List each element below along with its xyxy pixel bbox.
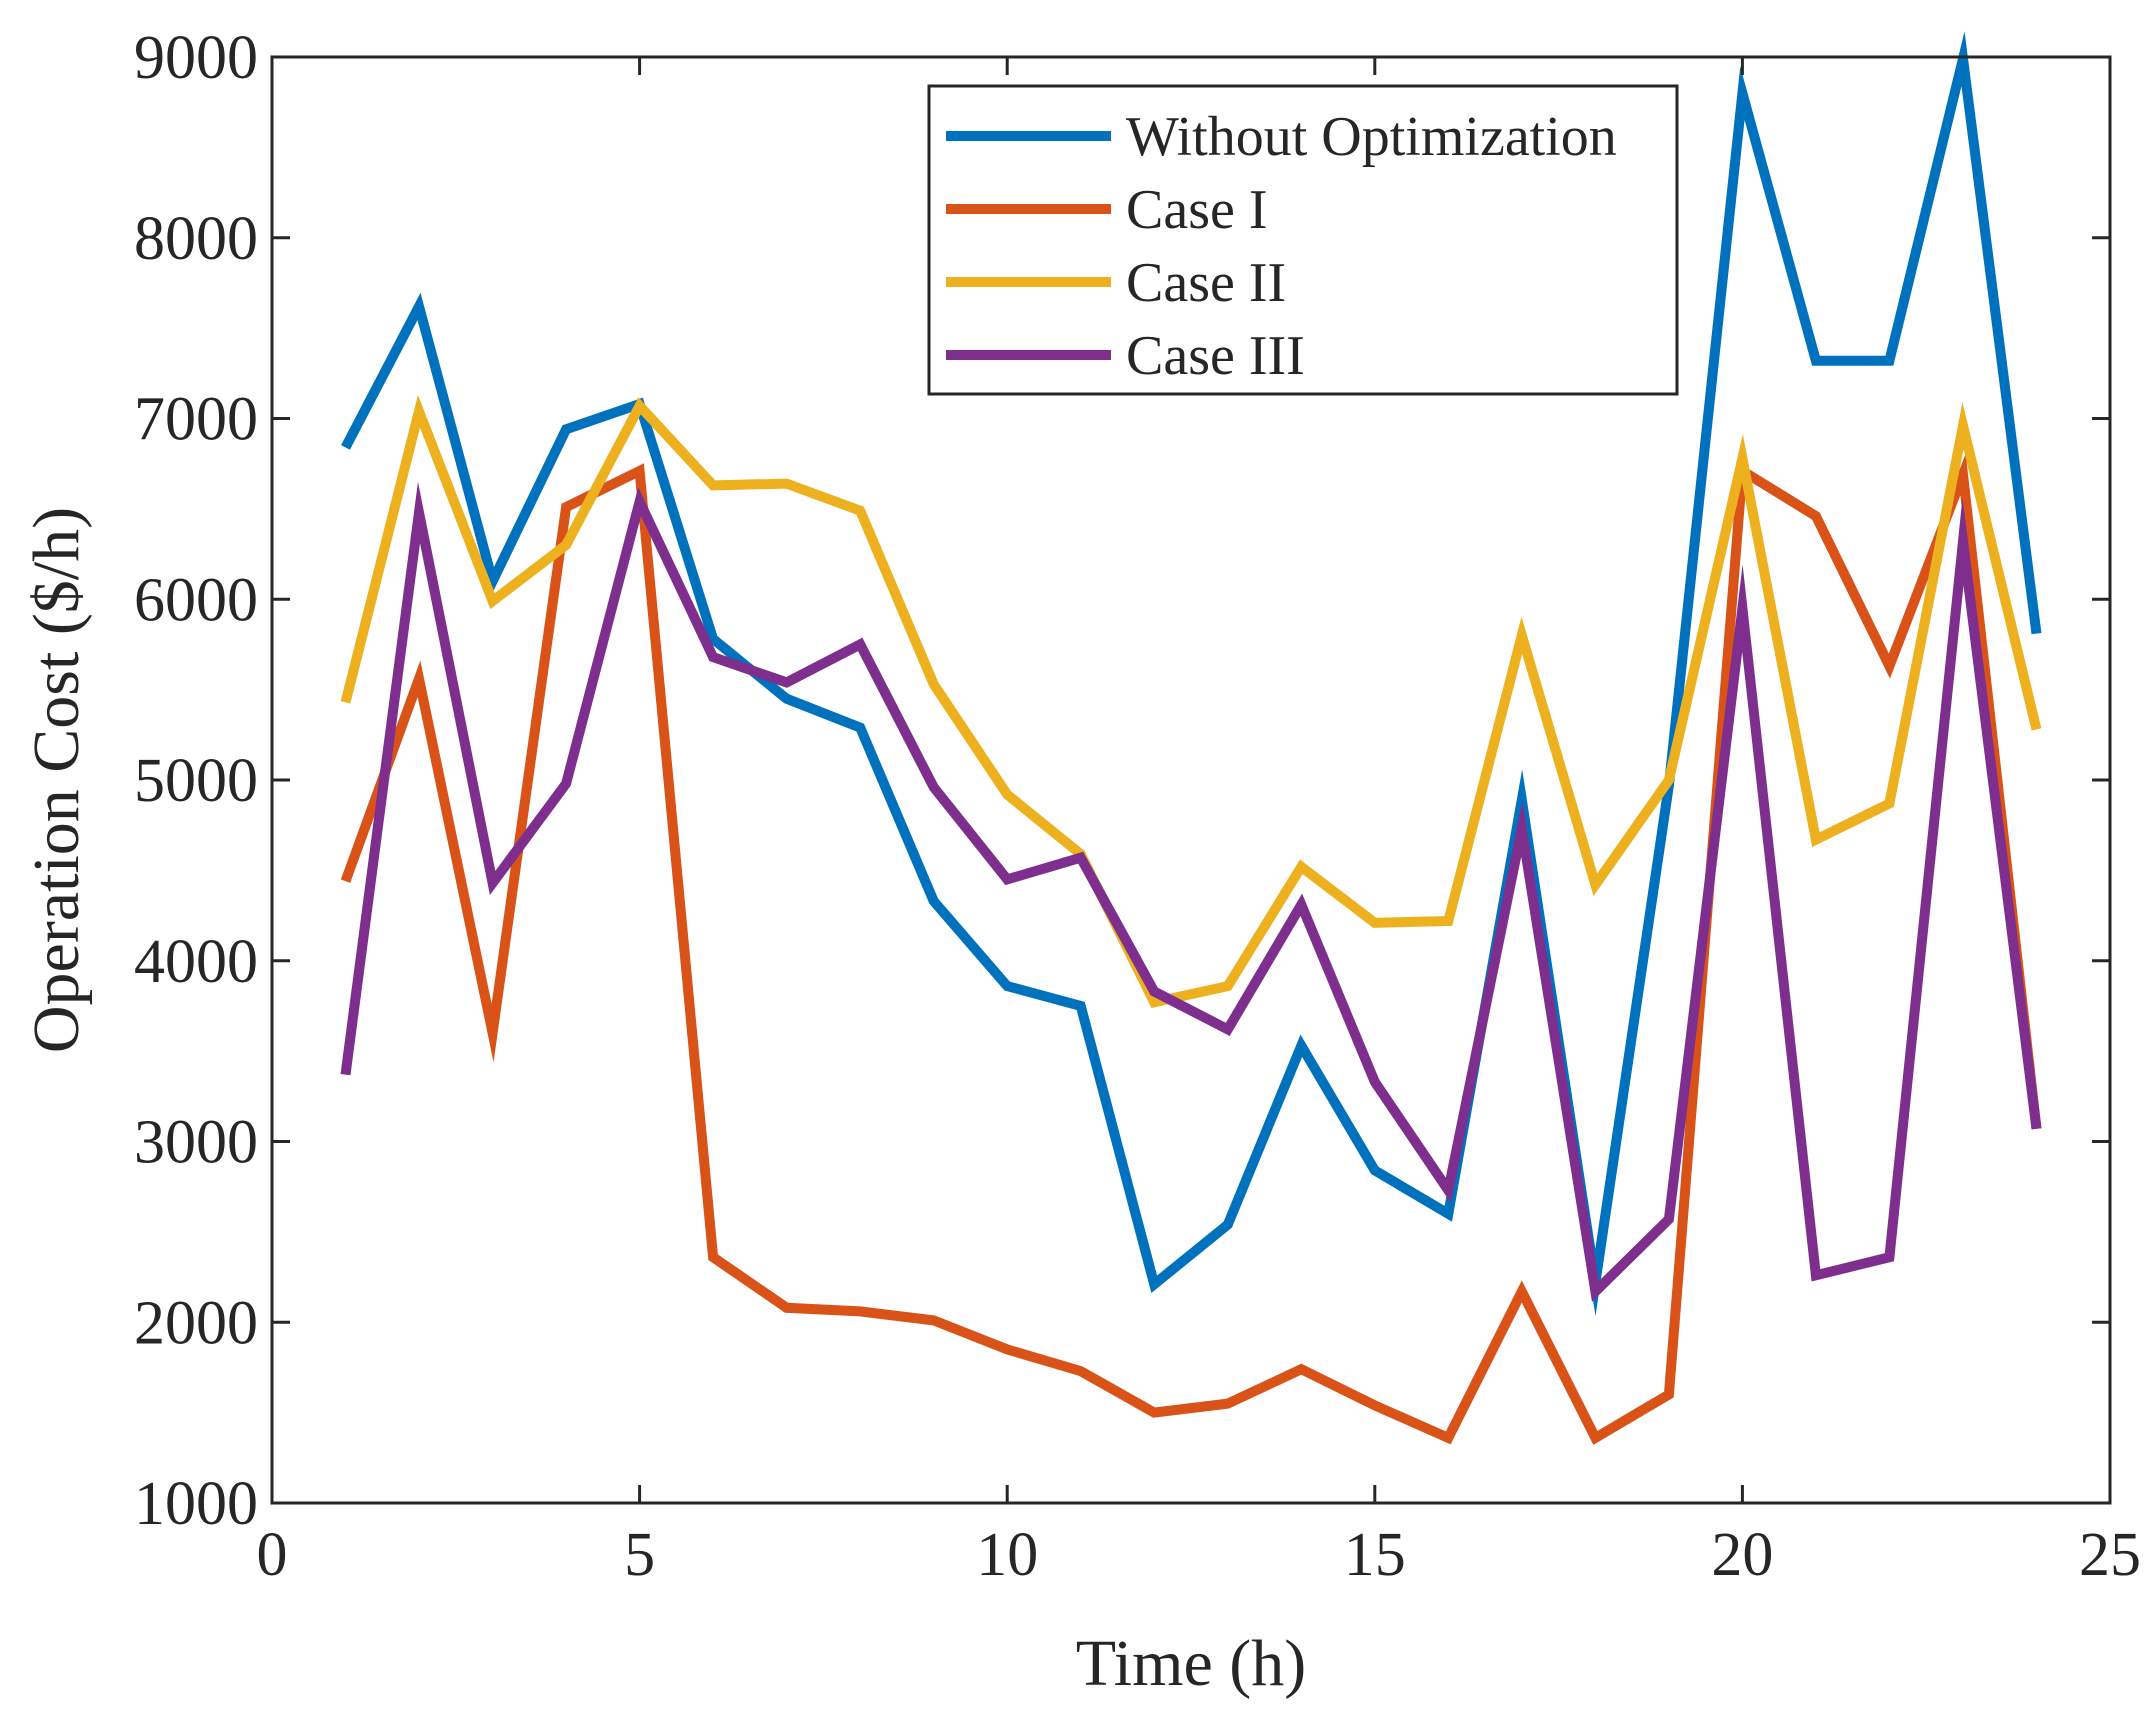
legend-label-case-i: Case I: [1126, 179, 1268, 241]
series-line-case-ii: [340, 394, 2042, 1009]
y-tick-label: 8000: [134, 205, 258, 273]
series-case-ii: [340, 394, 2042, 1009]
x-tick-label: 5: [624, 1521, 655, 1589]
legend: Without Optimization Case I Case II Case II…: [927, 84, 1679, 396]
x-tick-label: 15: [1344, 1521, 1406, 1589]
series-line-case-iii: [340, 481, 2042, 1302]
y-tick-label: 7000: [134, 386, 258, 454]
series-case-iii: [340, 481, 2042, 1302]
series-case-i: [340, 453, 2042, 1445]
series-without-optimization: [341, 31, 2042, 1317]
legend-label-without-optimization: Without Optimization: [1126, 106, 1617, 168]
legend-item-without-optimization: Without Optimization: [946, 106, 1617, 168]
y-tick-label: 2000: [134, 1289, 258, 1357]
y-axis-label: Operation Cost ($/h): [20, 507, 93, 1053]
x-axis-label: Time (h): [1076, 1627, 1306, 1700]
x-tick-label: 25: [2079, 1521, 2141, 1589]
legend-label-case-ii: Case II: [1126, 252, 1286, 314]
series-line-without-optimization: [341, 31, 2042, 1317]
y-tick-label: 1000: [134, 1470, 258, 1538]
y-tick-label: 3000: [134, 1109, 258, 1177]
x-tick-label: 20: [1711, 1521, 1773, 1589]
series-line-case-i: [340, 453, 2042, 1445]
y-tick-label: 9000: [134, 24, 258, 92]
legend-label-case-iii: Case III: [1126, 325, 1305, 387]
x-tick-label: 0: [257, 1521, 288, 1589]
legend-item-case-i: Case I: [946, 179, 1268, 241]
series-layer: [340, 31, 2042, 1445]
y-tick-label: 4000: [134, 928, 258, 996]
x-tick-label: 10: [976, 1521, 1038, 1589]
y-tick-label: 5000: [134, 747, 258, 815]
legend-item-case-iii: Case III: [946, 325, 1305, 387]
y-tick-label: 6000: [134, 566, 258, 634]
legend-item-case-ii: Case II: [946, 252, 1286, 314]
tick-layer: 0 5 10 15 20 25 1000 2000 3000 4000 5000 6000 7000 80…: [134, 24, 2141, 1589]
